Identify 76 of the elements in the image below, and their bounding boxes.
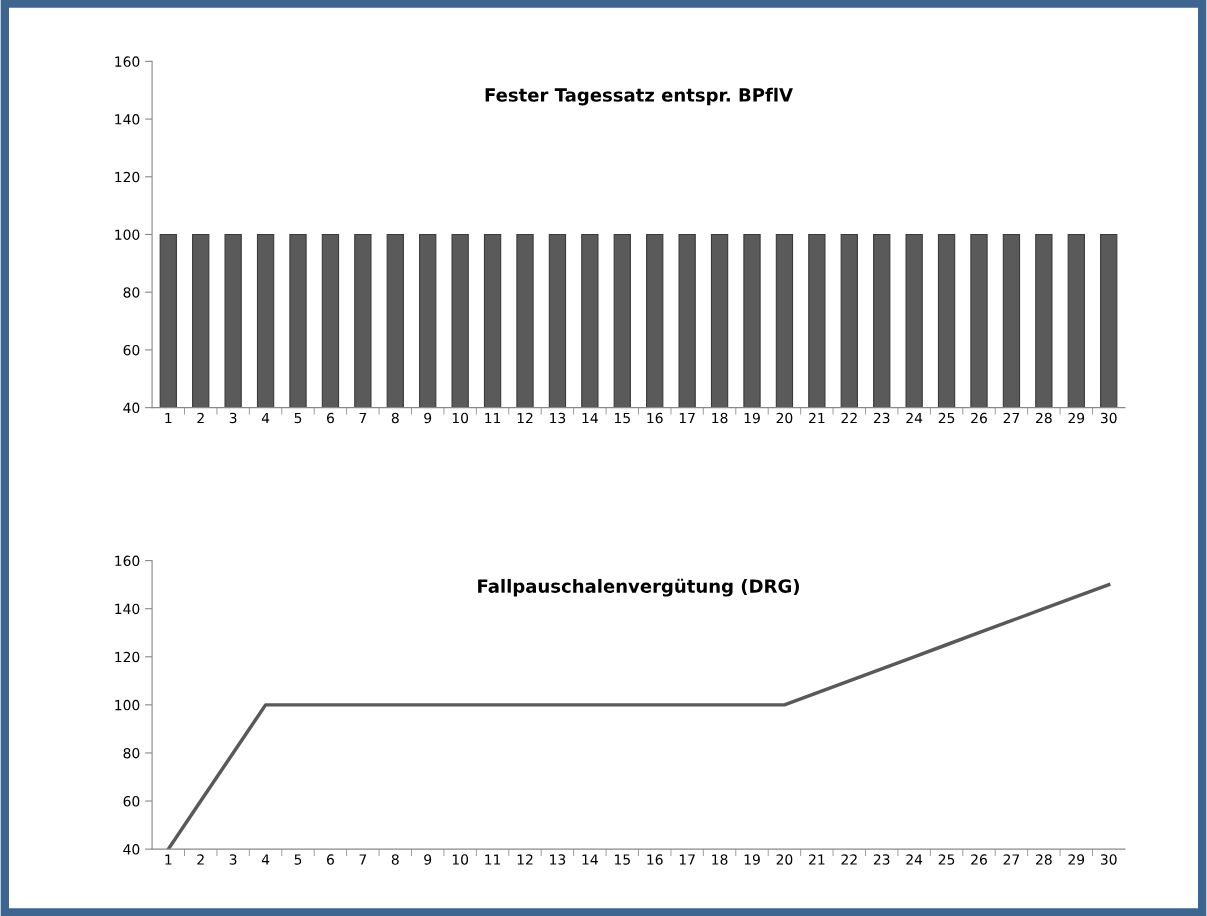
x-tick-label: 7	[359, 854, 367, 865]
y-tick-label: 140	[115, 114, 140, 125]
x-tick-label: 19	[744, 412, 760, 424]
x-tick-label: 26	[971, 854, 987, 865]
x-tick-label: 2	[197, 412, 204, 424]
x-tick-label: 14	[582, 854, 598, 865]
x-tick-label: 25	[938, 412, 955, 424]
x-tick-label: 30	[1100, 412, 1117, 424]
x-tick-label: 12	[517, 854, 533, 865]
x-tick-label: 1	[165, 854, 172, 865]
y-tick-label: 100	[115, 229, 140, 240]
x-tick-label: 4	[261, 854, 270, 865]
x-tick-label: 30	[1100, 854, 1117, 865]
x-tick-label: 7	[359, 412, 367, 424]
x-tick-label: 10	[452, 854, 469, 865]
x-tick-label: 20	[776, 854, 793, 865]
x-tick-label: 26	[971, 412, 987, 424]
x-tick-label: 8	[391, 412, 399, 424]
x-tick-label: 2	[197, 854, 204, 865]
x-tick-label: 13	[550, 412, 566, 424]
x-tick-label: 27	[1003, 854, 1020, 865]
y-tick-label: 40	[123, 844, 140, 855]
x-tick-label: 19	[744, 854, 760, 865]
y-tick-label: 100	[115, 699, 140, 711]
x-tick-label: 15	[614, 412, 630, 424]
text: Fester Tagessatz entspr. BPflV	[485, 87, 793, 106]
x-tick-label: 10	[452, 412, 469, 424]
x-tick-label: 16	[647, 412, 663, 424]
y-tick-label: 60	[123, 796, 140, 807]
x-tick-label: 21	[809, 412, 825, 424]
text: Fallpauschalenvergütung (DRG)	[478, 578, 799, 597]
x-tick-label: 28	[1036, 412, 1052, 424]
x-tick-label: 23	[873, 854, 890, 865]
x-tick-label: 29	[1068, 854, 1085, 865]
x-tick-label: 23	[873, 412, 890, 424]
x-tick-label: 15	[614, 854, 630, 865]
y-tick-label: 140	[115, 603, 140, 615]
x-tick-label: 27	[1003, 412, 1020, 424]
x-tick-label: 14	[582, 412, 598, 424]
x-tick-label: 4	[261, 412, 270, 424]
x-tick-label: 18	[712, 412, 728, 424]
x-tick-label: 5	[294, 854, 302, 865]
x-tick-label: 17	[679, 854, 695, 865]
x-tick-label: 12	[517, 412, 533, 424]
x-tick-label: 6	[326, 412, 334, 424]
y-tick-label: 120	[115, 651, 140, 663]
x-tick-label: 22	[841, 854, 857, 865]
x-tick-label: 13	[550, 854, 566, 865]
x-tick-label: 9	[424, 412, 432, 424]
x-tick-label: 28	[1036, 854, 1052, 865]
x-tick-label: 11	[485, 854, 501, 865]
x-tick-label: 5	[294, 412, 302, 424]
y-tick-label: 160	[115, 56, 140, 67]
x-tick-label: 24	[906, 412, 923, 424]
y-tick-label: 80	[123, 747, 140, 759]
x-tick-label: 29	[1068, 412, 1085, 424]
x-tick-label: 11	[485, 412, 501, 424]
y-tick-label: 160	[115, 555, 140, 567]
x-tick-label: 9	[424, 854, 432, 865]
x-tick-label: 16	[647, 854, 663, 865]
x-tick-label: 8	[391, 854, 399, 865]
x-tick-label: 17	[679, 412, 695, 424]
y-tick-label: 60	[123, 344, 140, 356]
y-tick-label: 80	[123, 287, 140, 298]
x-tick-label: 20	[776, 412, 793, 424]
x-tick-label: 25	[938, 854, 955, 865]
x-tick-label: 21	[809, 854, 825, 865]
x-tick-label: 22	[841, 412, 857, 424]
y-tick-label: 40	[123, 402, 140, 414]
x-tick-label: 24	[906, 854, 923, 865]
x-tick-label: 6	[326, 854, 334, 865]
x-tick-label: 1	[165, 412, 172, 424]
y-tick-label: 120	[115, 171, 140, 183]
x-tick-label: 18	[712, 854, 728, 865]
x-tick-label: 3	[229, 854, 237, 865]
x-tick-label: 3	[229, 412, 237, 424]
